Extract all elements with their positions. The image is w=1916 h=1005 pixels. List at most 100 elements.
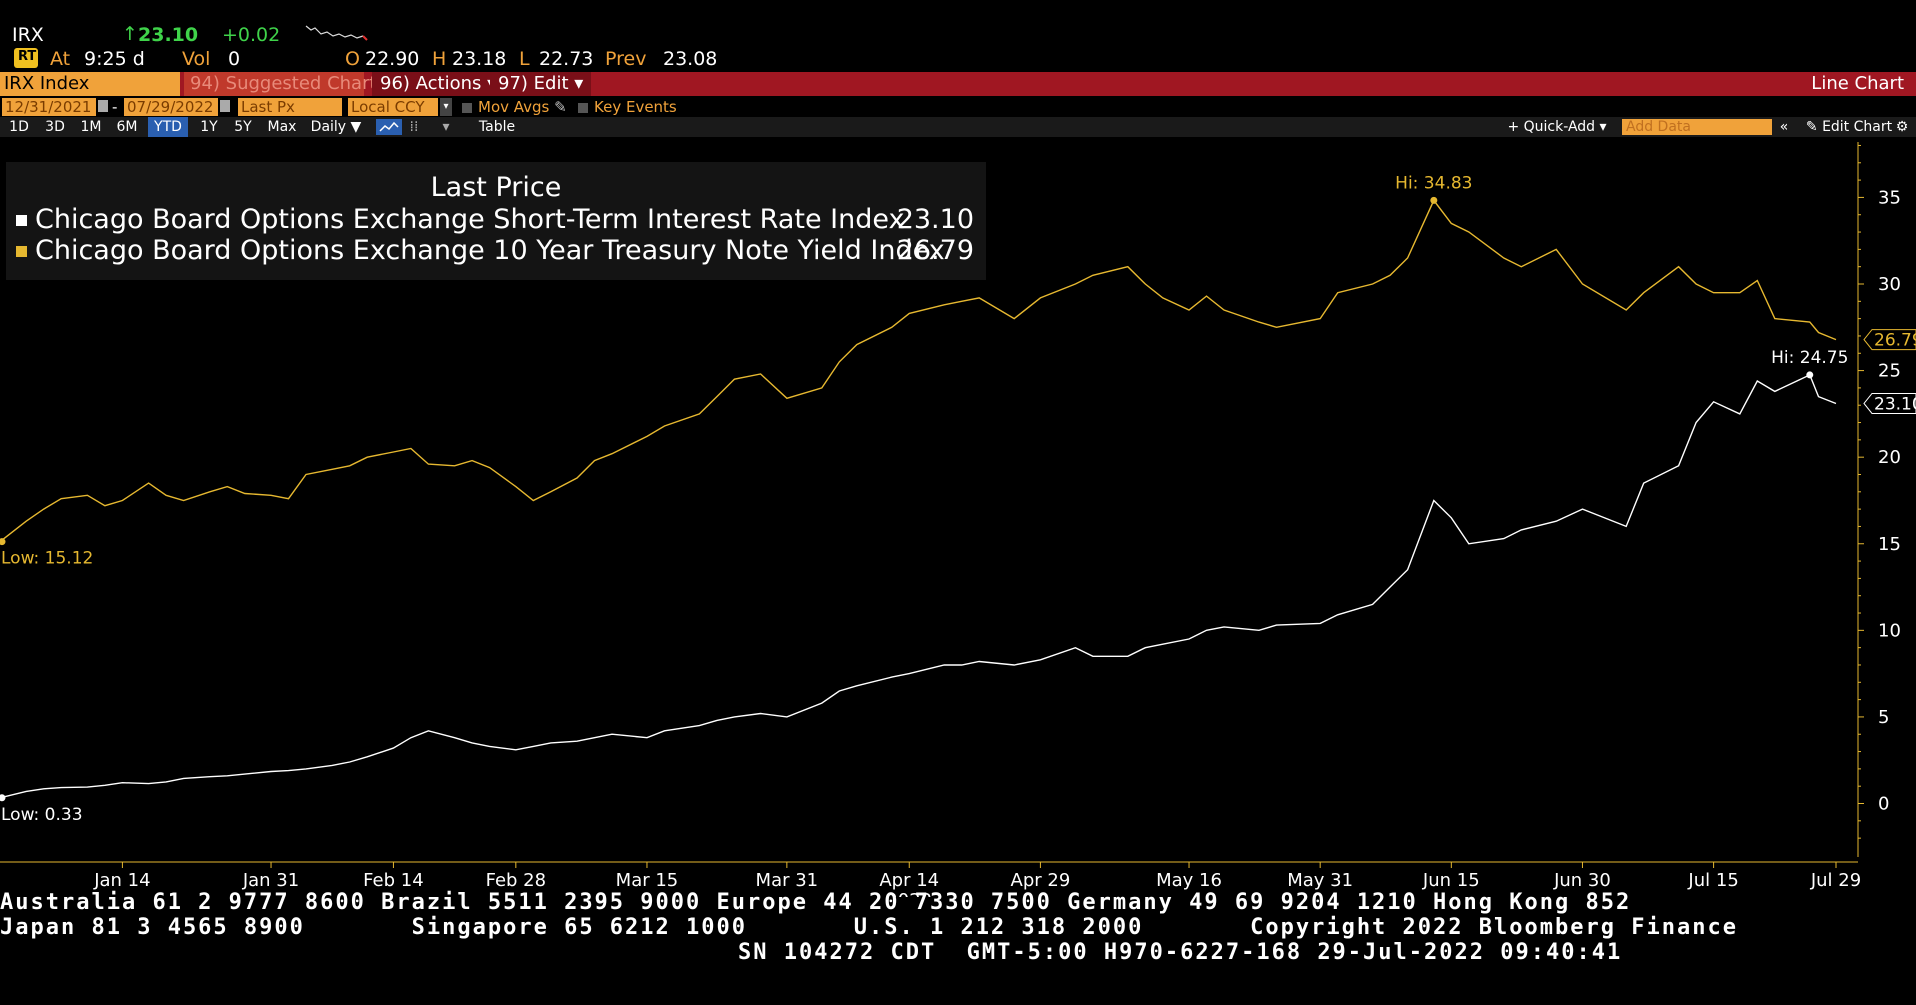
edit-chart-button[interactable]: ✎ Edit Chart bbox=[1798, 117, 1900, 137]
series-line-1 bbox=[0, 199, 1837, 543]
y-tick-label: 0 bbox=[1878, 794, 1889, 815]
x-tick-label: Jun 30 bbox=[1553, 870, 1611, 891]
range-1m[interactable]: 1M bbox=[80, 119, 102, 135]
y-tick-label: 25 bbox=[1878, 361, 1901, 382]
end-date-field[interactable]: 07/29/2022 bbox=[124, 98, 218, 116]
x-tick-label: Jul 29 bbox=[1810, 870, 1861, 891]
edit-menu[interactable]: 97) Edit ▾ bbox=[490, 72, 592, 96]
legend-swatch bbox=[16, 246, 27, 257]
legend-label: Chicago Board Options Exchange Short-Ter… bbox=[35, 204, 905, 235]
ticker-symbol: IRX bbox=[12, 24, 44, 46]
range-3d[interactable]: 3D bbox=[45, 119, 65, 135]
x-tick-label: Jan 14 bbox=[93, 870, 150, 891]
key-events-toggle[interactable]: Key Events bbox=[578, 97, 677, 117]
open-label: O bbox=[345, 48, 360, 70]
up-arrow-icon: ↑ bbox=[122, 23, 138, 45]
legend-item-10y: Chicago Board Options Exchange 10 Year T… bbox=[16, 235, 945, 266]
x-tick-label: Feb 28 bbox=[486, 870, 547, 891]
x-tick-label: Apr 14 bbox=[879, 870, 939, 891]
range-5y[interactable]: 5Y bbox=[234, 119, 252, 135]
y-tick-label: 10 bbox=[1878, 620, 1901, 641]
range-6m[interactable]: 6M bbox=[116, 119, 138, 135]
range-ytd[interactable]: YTD bbox=[148, 117, 188, 137]
low-label: L bbox=[519, 48, 530, 70]
contact-ticker-line: Japan 81 3 4565 8900 Singapore 65 6212 1… bbox=[0, 915, 1738, 940]
period-select[interactable]: Daily ▼ bbox=[310, 119, 362, 135]
key-events-label: Key Events bbox=[594, 98, 677, 116]
open-value: 22.90 bbox=[365, 48, 420, 70]
session-info-line: SN 104272 CDT GMT-5:00 H970-6227-168 29-… bbox=[738, 940, 1623, 965]
last-value-tag bbox=[1863, 392, 1916, 414]
x-year-label: 2022 bbox=[886, 890, 932, 897]
x-tick-label: Feb 14 bbox=[363, 870, 424, 891]
last-value-tag bbox=[1863, 329, 1916, 351]
x-tick-label: May 31 bbox=[1287, 870, 1353, 891]
x-tick-label: Mar 31 bbox=[756, 870, 819, 891]
x-tick-label: Mar 15 bbox=[616, 870, 679, 891]
currency-select[interactable]: Local CCY bbox=[348, 98, 438, 116]
range-1d[interactable]: 1D bbox=[9, 119, 29, 135]
suggested-charts-button[interactable]: 94) Suggested Charts bbox=[184, 72, 386, 96]
table-button[interactable]: Table bbox=[478, 119, 516, 135]
contact-ticker-line: Australia 61 2 9777 8600 Brazil 5511 239… bbox=[0, 890, 1632, 915]
y-tick-label: 5 bbox=[1878, 707, 1889, 728]
x-tick-label: Jun 15 bbox=[1422, 870, 1480, 891]
quick-add-button[interactable]: + Quick-Add ▾ bbox=[1507, 119, 1607, 135]
price-chart[interactable]: Hi: 24.75 Low: 0.33 23.10 Hi: 34.83 Low: 15.… bbox=[0, 137, 1916, 897]
range-max[interactable]: Max bbox=[267, 119, 297, 135]
y-tick-label: 20 bbox=[1878, 447, 1901, 468]
start-date-field[interactable]: 12/31/2021 bbox=[2, 98, 96, 116]
settings-toolbar: 12/31/2021 - 07/29/2022 Last Px Local CC… bbox=[0, 97, 1916, 117]
range-1y[interactable]: 1Y bbox=[200, 119, 218, 135]
line-chart-icon[interactable] bbox=[376, 119, 402, 135]
gear-icon[interactable]: ⚙ bbox=[1895, 119, 1909, 135]
prev-value: 23.08 bbox=[663, 48, 718, 70]
legend-value: 23.10 bbox=[896, 204, 974, 235]
range-toolbar: 1D 3D 1M 6M YTD 1Y 5Y Max Daily ▼ ⁞⁞ ▾ T… bbox=[0, 117, 1916, 137]
volume-value: 0 bbox=[228, 48, 241, 70]
collapse-icon[interactable]: « bbox=[1779, 119, 1789, 135]
date-separator: - bbox=[112, 98, 118, 116]
y-tick-label: 15 bbox=[1878, 534, 1901, 555]
calendar-icon[interactable] bbox=[98, 100, 108, 112]
security-input[interactable]: IRX Index bbox=[0, 72, 180, 96]
chevron-down-icon[interactable]: ▾ bbox=[442, 119, 450, 135]
legend-label: Chicago Board Options Exchange 10 Year T… bbox=[35, 235, 945, 266]
low-marker bbox=[0, 794, 6, 802]
low-label: Low: 0.33 bbox=[1, 805, 83, 825]
price-change: +0.02 bbox=[222, 24, 281, 46]
quote-header: IRX ↑ 23.10 +0.02 RT At 9:25 d Vol 0 O 2… bbox=[0, 0, 1916, 72]
x-tick-label: Jan 31 bbox=[242, 870, 299, 891]
add-data-input[interactable]: Add Data bbox=[1622, 119, 1772, 135]
chevron-down-icon[interactable]: ▾ bbox=[440, 98, 452, 116]
low-label: Low: 15.12 bbox=[1, 549, 93, 569]
last-value-label: 26.79 bbox=[1874, 331, 1916, 351]
high-value: 23.18 bbox=[452, 48, 507, 70]
x-tick-label: May 16 bbox=[1156, 870, 1222, 891]
x-tick-label: Apr 29 bbox=[1011, 870, 1071, 891]
x-tick-label: Jul 15 bbox=[1687, 870, 1738, 891]
legend-value: 26.79 bbox=[896, 235, 974, 266]
mov-avgs-toggle[interactable]: Mov Avgs ✎ bbox=[462, 97, 567, 117]
menu-bar: IRX Index 94) Suggested Charts 96) Actio… bbox=[0, 72, 1916, 96]
y-tick-label: 30 bbox=[1878, 274, 1901, 295]
high-label: H bbox=[432, 48, 447, 70]
high-label: Hi: 24.75 bbox=[1771, 348, 1848, 368]
legend-title: Last Price bbox=[430, 172, 562, 203]
field-select[interactable]: Last Px bbox=[238, 98, 342, 116]
bar-chart-icon[interactable]: ⁞⁞ bbox=[409, 119, 419, 135]
prev-label: Prev bbox=[605, 48, 647, 70]
mov-avgs-label: Mov Avgs bbox=[478, 98, 550, 116]
actions-menu[interactable]: 96) Actions ▾ bbox=[372, 72, 505, 96]
checkbox-icon[interactable] bbox=[462, 102, 472, 113]
legend-swatch bbox=[16, 215, 27, 226]
realtime-badge-icon[interactable]: RT bbox=[14, 48, 38, 68]
high-label: Hi: 34.83 bbox=[1395, 173, 1472, 193]
low-value: 22.73 bbox=[539, 48, 594, 70]
sparkline-icon bbox=[305, 25, 368, 41]
low-marker bbox=[0, 538, 6, 546]
legend-item-short-term: Chicago Board Options Exchange Short-Ter… bbox=[16, 204, 905, 235]
checkbox-icon[interactable] bbox=[578, 102, 588, 113]
pencil-icon: ✎ bbox=[1805, 119, 1823, 135]
calendar-icon[interactable] bbox=[220, 100, 230, 112]
